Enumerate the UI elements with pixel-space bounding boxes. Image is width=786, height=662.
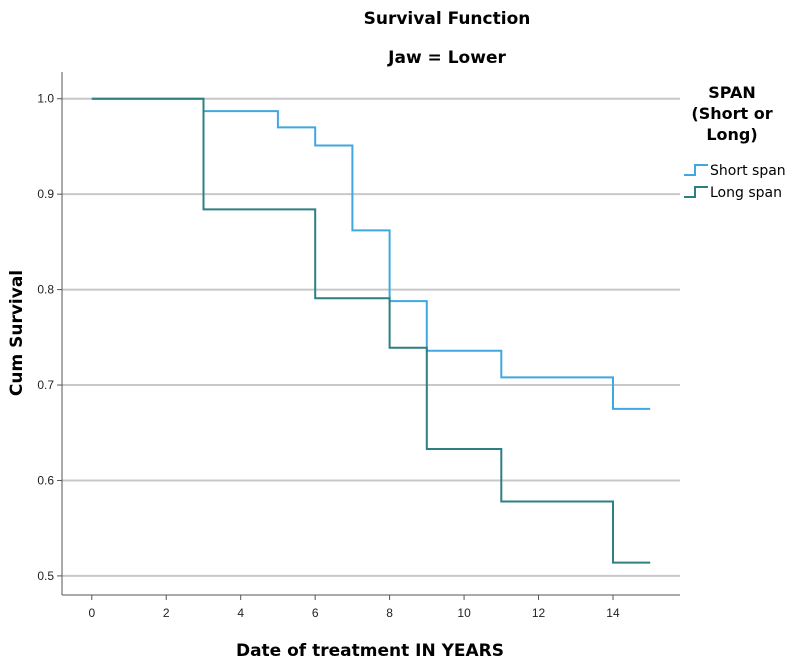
x-tick-label: 4 [237,606,244,620]
legend: SPAN (Short or Long) Short span Long span [684,83,786,201]
series-line-short-span [91,97,651,410]
y-axis-label: Cum Survival [7,270,27,396]
axes [61,72,680,596]
legend-title-line-2: (Short or [691,104,772,123]
y-tick-label: 0.7 [37,378,54,392]
y-tick-label: 0.8 [37,283,54,297]
x-axis-ticks: 0 2 4 6 8 10 12 14 [88,595,620,620]
x-tick-label: 14 [606,606,620,620]
x-tick-label: 8 [386,606,393,620]
chart-subtitle: Jaw = Lower [387,48,506,68]
x-tick-label: 2 [163,606,170,620]
legend-swatch-short-span [684,164,708,176]
x-tick-label: 0 [88,606,95,620]
y-tick-label: 0.5 [37,569,54,583]
y-tick-label: 1.0 [37,92,54,106]
x-tick-label: 6 [312,606,319,620]
gridlines [62,97,680,577]
legend-label-long-span: Long span [710,185,782,201]
series-group [91,97,651,564]
legend-swatch-long-span [684,186,708,198]
legend-title-line-3: Long) [706,125,757,144]
legend-label-short-span: Short span [710,163,786,179]
y-tick-label: 0.9 [37,187,54,201]
chart-title: Survival Function [364,9,531,29]
x-axis-label: Date of treatment IN YEARS [236,641,504,661]
y-axis-ticks: 0.5 0.6 0.7 0.8 0.9 1.0 [37,92,62,583]
x-tick-label: 12 [532,606,546,620]
y-tick-label: 0.6 [37,473,54,487]
series-line-long-span [91,97,651,564]
legend-title-line-1: SPAN [708,83,756,102]
x-tick-label: 10 [457,606,471,620]
